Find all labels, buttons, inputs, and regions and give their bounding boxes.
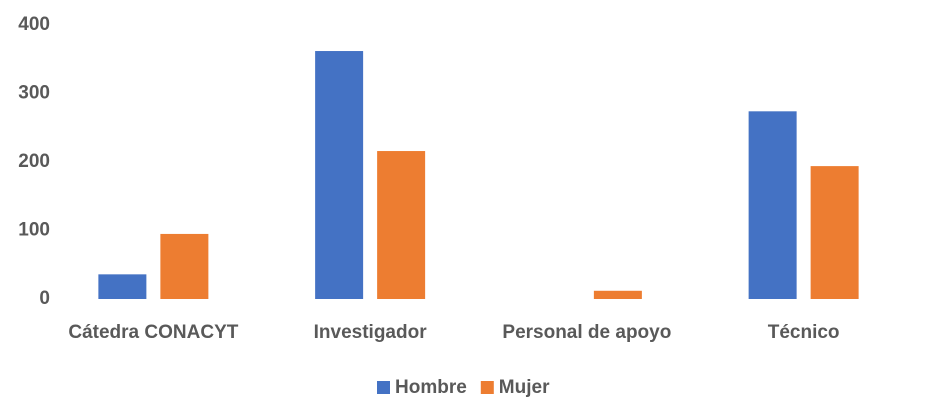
x-tick-label: Investigador — [314, 322, 428, 343]
x-tick-label: Técnico — [768, 322, 840, 343]
legend-swatch — [480, 381, 494, 394]
bar — [593, 290, 642, 299]
x-tick-label: Personal de apoyo — [502, 322, 671, 343]
bar — [748, 111, 797, 299]
y-tick-label: 200 — [18, 151, 50, 172]
bar — [160, 233, 209, 299]
bar — [377, 151, 426, 299]
bar — [315, 51, 364, 299]
y-tick-label: 400 — [18, 14, 50, 35]
y-tick-label: 300 — [18, 83, 50, 104]
y-tick-label: 100 — [18, 220, 50, 241]
legend-swatch — [377, 381, 390, 394]
legend-label: Mujer — [499, 377, 550, 398]
legend-label: Hombre — [395, 377, 467, 398]
x-tick-label: Cátedra CONACYT — [68, 322, 238, 343]
y-tick-label: 0 — [39, 288, 50, 309]
bar — [98, 274, 147, 299]
bar — [810, 166, 859, 299]
